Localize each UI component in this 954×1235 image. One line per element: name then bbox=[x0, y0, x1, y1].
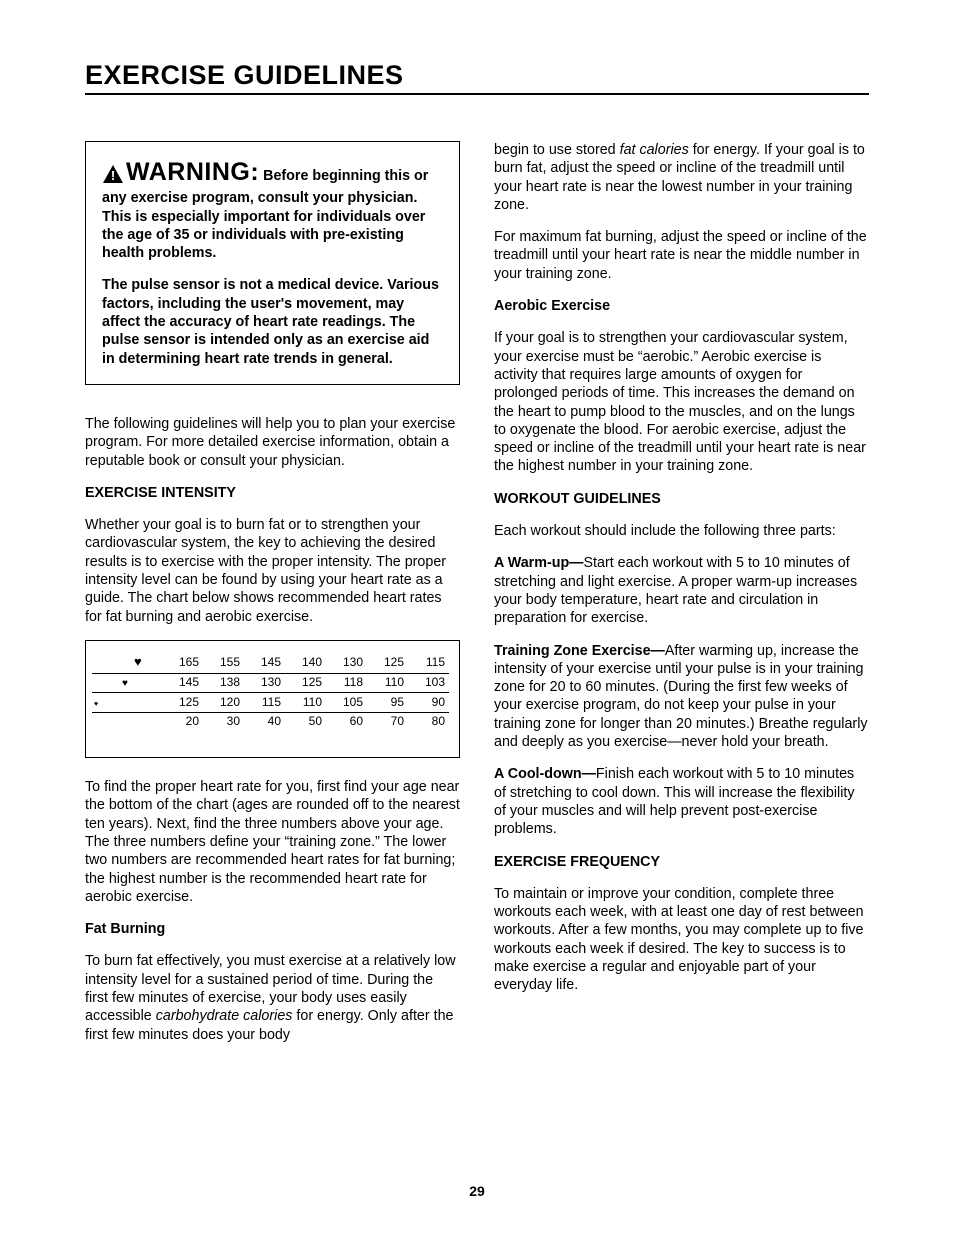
chart-cell: 165 bbox=[162, 653, 203, 673]
warning-triangle-icon: ! bbox=[102, 164, 124, 189]
fat-burning-paragraph-start: To burn fat effectively, you must exerci… bbox=[85, 952, 460, 1043]
heading-workout-guidelines: WORKOUT GUIDELINES bbox=[494, 490, 869, 508]
chart-cell: 138 bbox=[203, 673, 244, 693]
heart-icon: ♥ bbox=[94, 678, 128, 689]
chart-cell: 103 bbox=[408, 673, 449, 693]
warning-p2-text: The pulse sensor is not a medical device… bbox=[102, 276, 443, 367]
chart-cell: 145 bbox=[244, 653, 285, 673]
chart-cell: 20 bbox=[162, 712, 203, 731]
chart-cell: 30 bbox=[203, 712, 244, 731]
cooldown-paragraph: A Cool-down—Finish each workout with 5 t… bbox=[494, 765, 869, 838]
chart-cell: 105 bbox=[326, 693, 367, 712]
warmup-paragraph: A Warm-up—Start each workout with 5 to 1… bbox=[494, 554, 869, 627]
warning-word: WARNING: bbox=[126, 158, 259, 186]
heading-intensity: EXERCISE INTENSITY bbox=[85, 484, 460, 502]
chart-cell: 120 bbox=[203, 693, 244, 712]
intro-paragraph: The following guidelines will help you t… bbox=[85, 415, 460, 470]
chart-cell: 125 bbox=[367, 653, 408, 673]
intensity-paragraph: Whether your goal is to burn fat or to s… bbox=[85, 516, 460, 626]
chart-cell: 125 bbox=[285, 673, 326, 693]
workout-intro: Each workout should include the followin… bbox=[494, 522, 869, 540]
heart-icon: ♥ bbox=[94, 701, 98, 708]
frequency-paragraph: To maintain or improve your condition, c… bbox=[494, 885, 869, 995]
chart-cell: 130 bbox=[244, 673, 285, 693]
page-number: 29 bbox=[0, 1183, 954, 1199]
chart-cell: 130 bbox=[326, 653, 367, 673]
fat-max-paragraph: For maximum fat burning, adjust the spee… bbox=[494, 228, 869, 283]
chart-cell: 95 bbox=[367, 693, 408, 712]
heart-rate-chart: ♥165155145140130125115♥14513813012511811… bbox=[85, 640, 460, 758]
heading-frequency: EXERCISE FREQUENCY bbox=[494, 853, 869, 871]
aerobic-paragraph: If your goal is to strengthen your cardi… bbox=[494, 329, 869, 475]
chart-cell: 60 bbox=[326, 712, 367, 731]
heading-fat-burning: Fat Burning bbox=[85, 920, 460, 938]
svg-text:!: ! bbox=[111, 168, 115, 183]
heart-icon-cell: ♥ bbox=[92, 673, 162, 693]
chart-explanation: To find the proper heart rate for you, f… bbox=[85, 778, 460, 906]
chart-cell: 70 bbox=[367, 712, 408, 731]
right-column: begin to use stored fat calories for ene… bbox=[494, 141, 869, 1044]
fat-calories-italic: fat calories bbox=[620, 142, 689, 158]
chart-cell: 40 bbox=[244, 712, 285, 731]
chart-cell: 140 bbox=[285, 653, 326, 673]
training-zone-label: Training Zone Exercise— bbox=[494, 643, 665, 659]
heading-aerobic: Aerobic Exercise bbox=[494, 297, 869, 315]
training-zone-paragraph: Training Zone Exercise—After warming up,… bbox=[494, 642, 869, 752]
cooldown-label: A Cool-down— bbox=[494, 766, 596, 782]
chart-cell: 115 bbox=[408, 653, 449, 673]
left-column: ! WARNING: Before beginning this or any … bbox=[85, 141, 460, 1044]
chart-cell: 80 bbox=[408, 712, 449, 731]
chart-cell: 125 bbox=[162, 693, 203, 712]
carbohydrate-calories-italic: carbohydrate calories bbox=[156, 1008, 293, 1024]
heart-icon-cell: ♥ bbox=[92, 653, 162, 673]
warning-box: ! WARNING: Before beginning this or any … bbox=[85, 141, 460, 385]
warmup-label: A Warm-up— bbox=[494, 555, 583, 571]
chart-cell: 118 bbox=[326, 673, 367, 693]
heart-icon: ♥ bbox=[94, 654, 142, 669]
fat-burning-paragraph-cont: begin to use stored fat calories for ene… bbox=[494, 141, 869, 214]
heart-icon-cell bbox=[92, 712, 162, 731]
heart-rate-table: ♥165155145140130125115♥14513813012511811… bbox=[92, 653, 449, 731]
chart-cell: 145 bbox=[162, 673, 203, 693]
chart-cell: 50 bbox=[285, 712, 326, 731]
content-columns: ! WARNING: Before beginning this or any … bbox=[85, 141, 869, 1044]
chart-cell: 115 bbox=[244, 693, 285, 712]
chart-cell: 90 bbox=[408, 693, 449, 712]
fat-text-c1: begin to use stored bbox=[494, 142, 620, 158]
chart-cell: 155 bbox=[203, 653, 244, 673]
page-title: EXERCISE GUIDELINES bbox=[85, 60, 869, 95]
heart-icon-cell: ♥ bbox=[92, 693, 162, 712]
chart-cell: 110 bbox=[367, 673, 408, 693]
chart-cell: 110 bbox=[285, 693, 326, 712]
